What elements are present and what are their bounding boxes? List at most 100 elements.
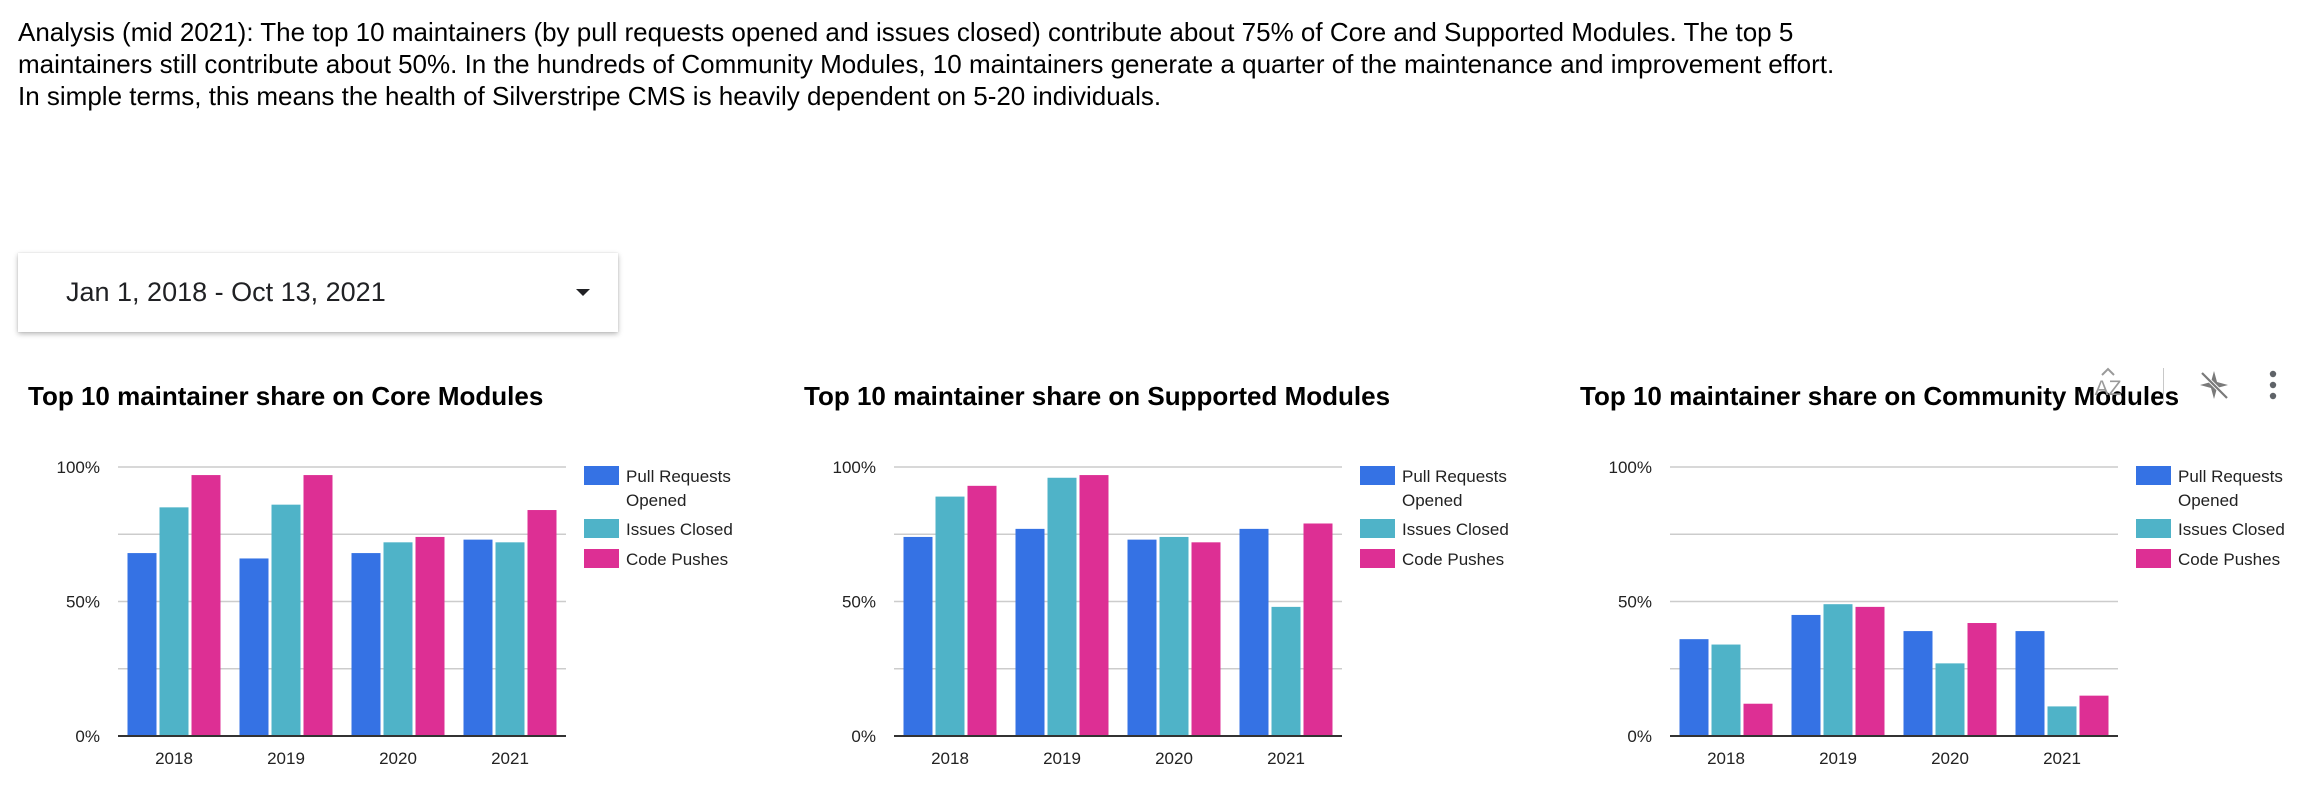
legend-swatch bbox=[1360, 466, 1395, 485]
chart-community-modules: 0% 50% 100% 2018 2019 2020 2021 Pull Requests Op… bbox=[1609, 458, 2285, 768]
bar-issues-closed-2021[interactable] bbox=[495, 542, 525, 736]
bar-pull-requests-2019[interactable] bbox=[239, 558, 269, 736]
legend-item-pull-requests[interactable]: Pull Requests Opened bbox=[1360, 466, 1507, 510]
y-tick-label: 100% bbox=[833, 458, 876, 477]
bar-pull-requests-2019[interactable] bbox=[1015, 528, 1045, 736]
bar-code-pushes-2019[interactable] bbox=[1855, 606, 1885, 736]
bar-pull-requests-2021[interactable] bbox=[1239, 528, 1269, 736]
legend-swatch bbox=[584, 519, 619, 538]
legend-label: Code Pushes bbox=[626, 550, 728, 569]
legend-item-code-pushes[interactable]: Code Pushes bbox=[2136, 549, 2280, 569]
bar-code-pushes-2019[interactable] bbox=[303, 475, 333, 736]
x-tick-label: 2020 bbox=[1931, 749, 1969, 768]
legend-item-pull-requests[interactable]: Pull Requests Opened bbox=[2136, 466, 2283, 510]
bar-issues-closed-2019[interactable] bbox=[1823, 604, 1853, 736]
legend-item-pull-requests[interactable]: Pull Requests Opened bbox=[584, 466, 731, 510]
chart-core-modules: 0% 50% 100% 2018 2019 2020 2021 Pull Requests Op… bbox=[57, 458, 2285, 768]
bar-pull-requests-2019[interactable] bbox=[1791, 614, 1821, 736]
bar-issues-closed-2020[interactable] bbox=[383, 542, 413, 736]
bar-code-pushes-2018[interactable] bbox=[967, 485, 997, 736]
bar-pull-requests-2018[interactable] bbox=[127, 553, 157, 736]
y-tick-label: 100% bbox=[57, 458, 100, 477]
bar-code-pushes-2021[interactable] bbox=[527, 510, 557, 736]
x-tick-label: 2019 bbox=[267, 749, 305, 768]
legend-swatch bbox=[1360, 519, 1395, 538]
x-tick-label: 2020 bbox=[1155, 749, 1193, 768]
svg-text:AZ: AZ bbox=[2095, 377, 2122, 400]
bar-issues-closed-2020[interactable] bbox=[1159, 536, 1189, 736]
x-tick-label: 2019 bbox=[1043, 749, 1081, 768]
y-tick-label: 0% bbox=[851, 727, 876, 746]
bar-pull-requests-2020[interactable] bbox=[351, 553, 381, 736]
legend-label: Issues Closed bbox=[1402, 520, 1509, 539]
bar-pull-requests-2021[interactable] bbox=[463, 539, 493, 736]
bar-issues-closed-2021[interactable] bbox=[1271, 606, 1301, 736]
bar-code-pushes-2018[interactable] bbox=[1743, 703, 1773, 736]
y-tick-label: 50% bbox=[1618, 593, 1652, 612]
bar-issues-closed-2019[interactable] bbox=[1047, 477, 1077, 736]
y-tick-label: 100% bbox=[1609, 458, 1652, 477]
y-tick-label: 0% bbox=[1627, 727, 1652, 746]
caret-down-icon bbox=[576, 289, 590, 296]
y-tick-label: 50% bbox=[66, 593, 100, 612]
legend-item-code-pushes[interactable]: Code Pushes bbox=[584, 549, 728, 569]
bar-code-pushes-2020[interactable] bbox=[1191, 542, 1221, 736]
legend-swatch bbox=[1360, 549, 1395, 568]
chart-title-supported: Top 10 maintainer share on Supported Mod… bbox=[804, 381, 1391, 411]
legend-swatch bbox=[584, 466, 619, 485]
bar-issues-closed-2018[interactable] bbox=[1711, 644, 1741, 736]
bar-pull-requests-2020[interactable] bbox=[1127, 539, 1157, 736]
legend-label: Code Pushes bbox=[1402, 550, 1504, 569]
legend-label: Pull Requests Opened bbox=[626, 467, 731, 510]
legend-swatch bbox=[2136, 466, 2171, 485]
chart-supported-modules: 0% 50% 100% 2018 2019 2020 2021 Pull Requests Op… bbox=[833, 458, 1509, 768]
y-tick-label: 50% bbox=[842, 593, 876, 612]
x-tick-label: 2018 bbox=[931, 749, 969, 768]
legend-item-issues-closed[interactable]: Issues Closed bbox=[584, 519, 733, 539]
x-tick-label: 2018 bbox=[1707, 749, 1745, 768]
x-tick-label: 2021 bbox=[491, 749, 529, 768]
bar-pull-requests-2018[interactable] bbox=[1679, 639, 1709, 736]
bar-issues-closed-2018[interactable] bbox=[935, 496, 965, 736]
x-tick-label: 2019 bbox=[1819, 749, 1857, 768]
bar-issues-closed-2021[interactable] bbox=[2047, 706, 2077, 736]
bar-issues-closed-2018[interactable] bbox=[159, 507, 189, 736]
bar-code-pushes-2020[interactable] bbox=[415, 536, 445, 736]
bar-pull-requests-2021[interactable] bbox=[2015, 631, 2045, 736]
legend-swatch bbox=[2136, 519, 2171, 538]
date-range-label: Jan 1, 2018 - Oct 13, 2021 bbox=[66, 277, 386, 307]
bar-pull-requests-2018[interactable] bbox=[903, 536, 933, 736]
bar-code-pushes-2018[interactable] bbox=[191, 475, 221, 736]
legend-label: Pull Requests Opened bbox=[1402, 467, 1507, 510]
analysis-line: In simple terms, this means the health o… bbox=[18, 81, 1162, 111]
bar-code-pushes-2020[interactable] bbox=[1967, 623, 1997, 736]
bar-code-pushes-2021[interactable] bbox=[1303, 523, 1333, 736]
x-tick-label: 2021 bbox=[1267, 749, 1305, 768]
bar-issues-closed-2019[interactable] bbox=[271, 504, 301, 736]
legend-label: Issues Closed bbox=[626, 520, 733, 539]
analysis-line: Analysis (mid 2021): The top 10 maintain… bbox=[18, 17, 1794, 47]
sort-az-icon[interactable]: AZ bbox=[2088, 366, 2128, 406]
x-tick-label: 2021 bbox=[2043, 749, 2081, 768]
legend-label: Issues Closed bbox=[2178, 520, 2285, 539]
legend-item-issues-closed[interactable]: Issues Closed bbox=[2136, 519, 2285, 539]
bar-pull-requests-2020[interactable] bbox=[1903, 631, 1933, 736]
x-tick-label: 2018 bbox=[155, 749, 193, 768]
legend-item-code-pushes[interactable]: Code Pushes bbox=[1360, 549, 1504, 569]
chart-core-modules: 0% 50% 100% 2018 2019 2020 2021 Pull Requests Op… bbox=[57, 458, 733, 768]
legend-swatch bbox=[584, 549, 619, 568]
bar-code-pushes-2021[interactable] bbox=[2079, 695, 2109, 736]
cross-filter-off-icon[interactable] bbox=[2194, 365, 2234, 405]
chart-title-core: Top 10 maintainer share on Core Modules bbox=[28, 381, 544, 411]
y-tick-label: 0% bbox=[75, 727, 100, 746]
legend-label: Pull Requests Opened bbox=[2178, 467, 2283, 510]
more-vert-icon[interactable] bbox=[2258, 365, 2288, 405]
bar-issues-closed-2020[interactable] bbox=[1935, 663, 1965, 736]
date-range-picker[interactable]: Jan 1, 2018 - Oct 13, 2021 bbox=[18, 253, 618, 332]
analysis-line: maintainers still contribute about 50%. … bbox=[18, 49, 1835, 79]
toolbar-divider bbox=[2163, 368, 2164, 402]
x-tick-label: 2020 bbox=[379, 749, 417, 768]
legend-item-issues-closed[interactable]: Issues Closed bbox=[1360, 519, 1509, 539]
analysis-text: Analysis (mid 2021): The top 10 maintain… bbox=[18, 16, 2168, 112]
bar-code-pushes-2019[interactable] bbox=[1079, 475, 1109, 736]
